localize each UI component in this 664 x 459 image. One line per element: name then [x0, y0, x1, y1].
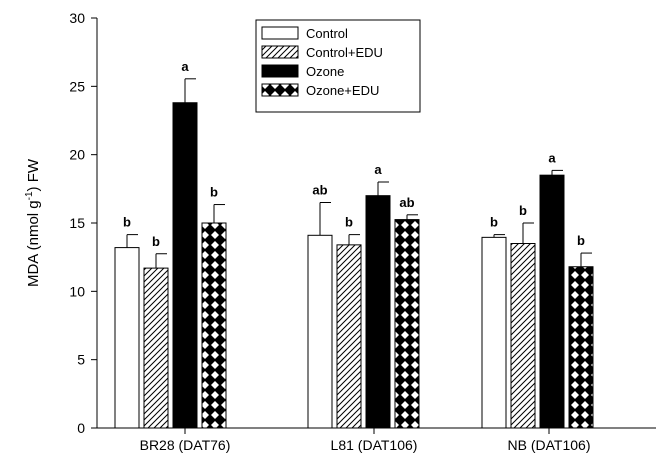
bar-ozone-edu-1 — [201, 222, 227, 429]
bar-ozone-3 — [539, 174, 565, 429]
significance-label: a — [548, 150, 556, 165]
y-axis-title: MDA (nmol g-1) FW — [24, 158, 42, 287]
bar-control-edu-2 — [336, 244, 362, 429]
bar-control-edu-1 — [143, 267, 169, 429]
y-tick-label: 10 — [69, 283, 85, 299]
x-category-label: L81 (DAT106) — [331, 437, 418, 453]
legend-swatch-ozone-edu — [261, 83, 299, 97]
significance-label: b — [490, 215, 498, 230]
legend-swatch-control-edu — [261, 45, 299, 59]
significance-label: a — [374, 162, 382, 177]
significance-label: b — [345, 215, 353, 230]
significance-label: b — [123, 215, 131, 230]
legend-label: Control — [306, 26, 348, 41]
bar-ozone-edu-2 — [394, 219, 420, 429]
significance-label: a — [181, 59, 189, 74]
bar-control-1 — [114, 247, 140, 429]
y-tick-label: 15 — [69, 215, 85, 231]
y-tick-label: 20 — [69, 147, 85, 163]
significance-label: ab — [399, 195, 414, 210]
bar-ozone-2 — [365, 195, 391, 429]
significance-label: b — [577, 233, 585, 248]
significance-label: b — [519, 203, 527, 218]
x-category-label: BR28 (DAT76) — [140, 437, 231, 453]
legend-label: Ozone+EDU — [306, 83, 379, 98]
bar-ozone-edu-3 — [568, 266, 594, 429]
legend-swatch-ozone — [261, 64, 299, 78]
y-tick-label: 5 — [77, 352, 85, 368]
legend: Control Control+EDU Ozone Ozone+EDU — [255, 19, 421, 113]
legend-label: Ozone — [306, 64, 344, 79]
y-tick-label: 30 — [69, 10, 85, 26]
bar-control-3 — [481, 236, 507, 429]
bar-control-2 — [307, 234, 333, 429]
plot-area: 0 5 10 15 20 25 30 BR28 (DAT76) L81 (DAT106) NB (… — [69, 10, 656, 453]
legend-swatch-control — [261, 26, 299, 40]
significance-label: b — [210, 185, 218, 200]
bar-ozone-1 — [172, 102, 198, 429]
legend-label: Control+EDU — [306, 45, 383, 60]
significance-label: b — [152, 234, 160, 249]
x-category-label: NB (DAT106) — [508, 437, 591, 453]
y-tick-label: 0 — [77, 420, 85, 436]
significance-label: ab — [312, 183, 327, 198]
y-tick-label: 25 — [69, 78, 85, 94]
bar-control-edu-3 — [510, 243, 536, 429]
